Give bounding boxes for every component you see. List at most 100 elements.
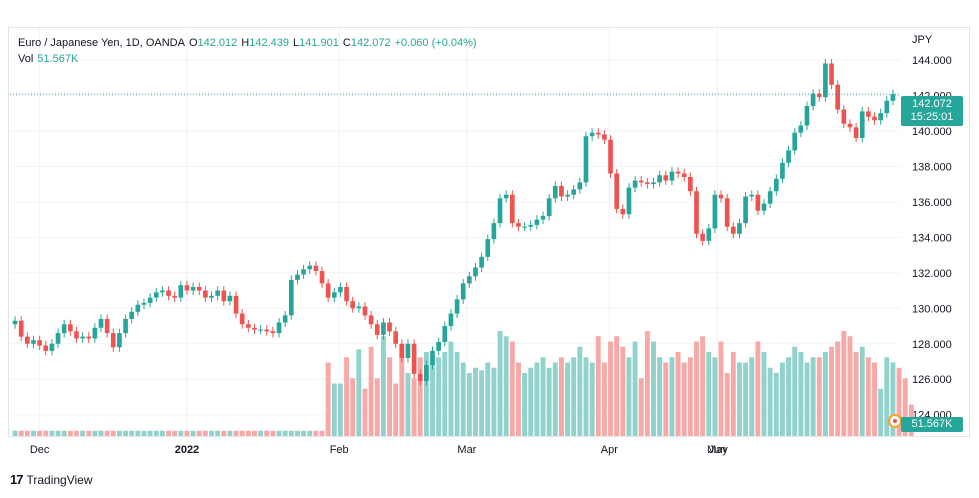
low-label: L [292, 37, 300, 49]
candle-body [172, 295, 178, 298]
candle-body [454, 299, 460, 314]
close-label: C [342, 37, 351, 49]
volume-bar [743, 362, 749, 436]
volume-bar [166, 430, 171, 436]
symbol-legend: Euro / Japanese Yen, 1D, OANDA O 142.012 … [18, 35, 477, 67]
symbol-title[interactable]: Euro / Japanese Yen, 1D, OANDA [18, 37, 185, 49]
volume-bar [123, 430, 129, 436]
volume-label[interactable]: Vol [18, 53, 34, 65]
candle-body [632, 180, 638, 188]
candle-body [626, 187, 632, 215]
candle-body [577, 182, 583, 190]
chart-frame[interactable] [8, 27, 970, 437]
candle-body [246, 324, 251, 328]
volume-bar [638, 378, 644, 436]
candle-body [559, 185, 564, 197]
candle-body [724, 198, 730, 227]
candle-body [737, 223, 742, 234]
candle-body [258, 329, 263, 331]
volume-bar [700, 336, 706, 436]
candle-body [829, 63, 834, 85]
y-tick-label: 130.000 [912, 303, 952, 315]
volume-bar [865, 357, 871, 436]
candle-body [479, 256, 484, 268]
candle-body [841, 109, 847, 124]
volume-bar [884, 357, 890, 436]
volume-bar [147, 430, 153, 436]
candle-body [43, 345, 49, 351]
candle-body [270, 331, 276, 334]
volume-bar [651, 341, 656, 436]
y-tick-label: 140.000 [912, 126, 952, 138]
candle-body [135, 304, 141, 312]
candle-body [651, 182, 656, 185]
x-tick-label: Mar [457, 444, 476, 456]
volume-bar [233, 430, 239, 436]
candle-body [890, 94, 896, 101]
candle-body [497, 198, 503, 224]
volume-bar [558, 357, 564, 436]
candle-body [804, 106, 810, 126]
volume-bar [737, 362, 742, 436]
candle-body [393, 331, 399, 344]
volume-bar [227, 430, 233, 436]
candle-body [184, 285, 190, 291]
volume-value: 51.567K [37, 53, 79, 65]
close-value: 142.072 [350, 37, 391, 49]
volume-bar [528, 367, 534, 436]
volume-bar [773, 373, 779, 436]
volume-bar [31, 430, 36, 436]
candle-body [485, 239, 491, 257]
x-tick-label: 2022 [175, 444, 199, 456]
candle-body [552, 185, 558, 199]
volume-bar [626, 357, 632, 436]
volume-bar [491, 367, 497, 436]
volume-bar [503, 336, 509, 436]
candle-body [522, 226, 527, 228]
volume-bar [448, 341, 454, 436]
volume-bar [74, 430, 79, 436]
volume-bar [405, 373, 411, 436]
candle-body [31, 340, 36, 344]
volume-bar [159, 430, 165, 436]
volume-bar [374, 378, 380, 436]
candle-body [645, 182, 650, 185]
candle-body [786, 150, 791, 163]
volume-bar [675, 352, 681, 436]
volume-bar [479, 370, 485, 436]
candle-body [859, 111, 865, 138]
volume-bar [61, 430, 67, 436]
candle-body [147, 297, 153, 303]
x-tick-label: May [707, 444, 728, 456]
volume-bar [853, 352, 859, 436]
candle-body [307, 265, 313, 270]
volume-bar [663, 362, 669, 436]
alert-marker-icon[interactable] [888, 414, 902, 428]
candle-body [233, 295, 239, 314]
volume-bar [319, 430, 325, 436]
volume-bar [577, 346, 583, 436]
volume-bar [724, 373, 730, 436]
y-tick-label: 134.000 [912, 232, 952, 244]
candle-body [37, 340, 42, 346]
candle-body [503, 194, 509, 199]
volume-bar [620, 346, 626, 436]
candle-body [153, 292, 159, 298]
volume-bar [337, 383, 343, 436]
candle-body [160, 290, 165, 293]
candle-body [761, 203, 767, 211]
candle-body [583, 136, 589, 183]
volume-bar [411, 378, 417, 436]
volume-bar [37, 430, 43, 436]
candle-body [49, 343, 55, 351]
volume-bar [380, 336, 386, 436]
volume-bar [190, 430, 196, 436]
volume-bar [350, 378, 356, 436]
tradingview-logo[interactable]: 17 TradingView [10, 472, 93, 487]
volume-bar [295, 430, 300, 436]
volume-bar [540, 357, 546, 436]
candle-body [638, 180, 644, 183]
volume-bar [153, 430, 159, 436]
candle-body [61, 324, 67, 334]
